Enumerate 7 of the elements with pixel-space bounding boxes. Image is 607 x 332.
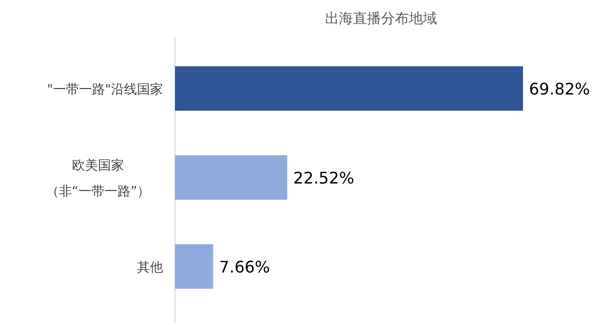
- data-label: 69.82%: [529, 80, 590, 98]
- data-label: 22.52%: [293, 168, 354, 188]
- chart-title: 出海直播分布地域: [325, 11, 437, 27]
- y-tick-label: 欧美国家（非“一带一路”）: [46, 158, 150, 200]
- data-label: 7.66%: [219, 258, 270, 276]
- y-tick-label: "一带一路"沿线国家: [47, 82, 163, 98]
- y-tick-label: 其他: [137, 260, 163, 276]
